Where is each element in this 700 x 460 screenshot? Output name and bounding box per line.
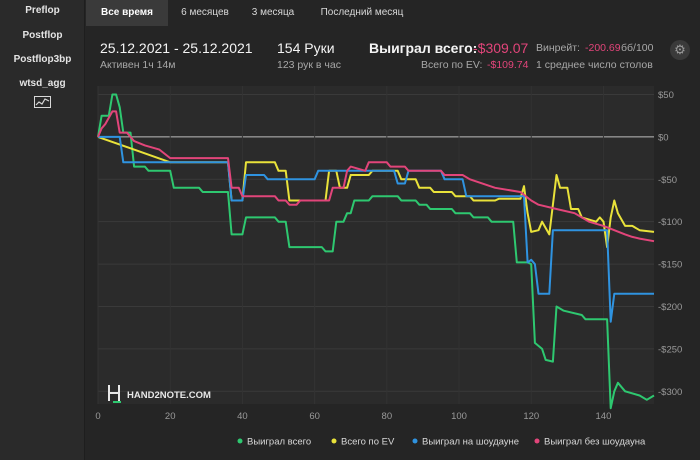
chart-legend: Выиграл всего Всего по EV Выиграл на шоуда… bbox=[237, 437, 646, 448]
won-total-value: -$309.07 bbox=[473, 40, 529, 56]
y-tick-label: -$200 bbox=[658, 302, 682, 313]
hands-count: 154 Руки bbox=[277, 40, 335, 56]
winrate-unit: бб/100 bbox=[621, 42, 654, 54]
legend-item: Всего по EV bbox=[331, 437, 395, 448]
x-tick-label: 20 bbox=[165, 411, 176, 422]
plot-area bbox=[98, 86, 654, 404]
watermark-text: HAND2NOTE.COM bbox=[127, 390, 211, 401]
y-tick-label: $50 bbox=[658, 90, 674, 101]
y-tick-label: -$50 bbox=[658, 175, 677, 186]
legend-dot bbox=[412, 438, 418, 444]
legend-dot bbox=[331, 438, 337, 444]
x-tick-label: 0 bbox=[95, 411, 100, 422]
line-chart-icon[interactable] bbox=[34, 96, 51, 108]
tab-6-months[interactable]: 6 месяцев bbox=[181, 7, 229, 18]
period-tabs: Все время 6 месяцев 3 месяца Последний м… bbox=[86, 0, 700, 26]
x-tick-label: 100 bbox=[451, 411, 467, 422]
y-tick-label: -$250 bbox=[658, 344, 682, 355]
legend-item: Выиграл на шоудауне bbox=[412, 437, 519, 448]
x-tick-label: 40 bbox=[237, 411, 248, 422]
legend-label: Выиграл без шоудауна bbox=[544, 437, 646, 448]
legend-label: Выиграл на шоудауне bbox=[422, 437, 519, 448]
legend-label: Всего по EV bbox=[341, 437, 395, 448]
sidebar-item-wtsd-agg[interactable]: wtsd_agg bbox=[19, 78, 66, 89]
x-tick-label: 80 bbox=[382, 411, 393, 422]
legend-item: Выиграл всего bbox=[237, 437, 311, 448]
profit-chart: 0 20 40 60 80 100 120 140 $50 $0 -$50 -$100 -$150 -$… bbox=[86, 86, 700, 460]
series-line-4 bbox=[97, 110, 655, 243]
profit-chart-svg: 0 20 40 60 80 100 120 140 $50 $0 -$50 -$100 -$150 -$… bbox=[86, 86, 700, 460]
y-tick-label: -$150 bbox=[658, 260, 682, 271]
series-line-2 bbox=[97, 135, 655, 249]
series-line-1 bbox=[97, 93, 655, 410]
active-time: Активен 1ч 14м bbox=[100, 59, 176, 71]
tab-all-time[interactable]: Все время bbox=[86, 0, 168, 26]
sidebar-item-postflop[interactable]: Postflop bbox=[22, 30, 63, 41]
tab-last-month[interactable]: Последний месяц bbox=[320, 7, 404, 18]
y-tick-label: -$300 bbox=[658, 387, 682, 398]
sidebar-item-preflop[interactable]: Preflop bbox=[25, 5, 60, 16]
hand2note-logo-icon bbox=[108, 385, 121, 403]
main-panel: Все время 6 месяцев 3 месяца Последний м… bbox=[86, 0, 700, 460]
avg-tables: 1 среднее число столов bbox=[536, 59, 653, 71]
winrate-value: -200.69 bbox=[585, 42, 621, 54]
x-tick-label: 120 bbox=[523, 411, 539, 422]
legend-dot bbox=[237, 438, 243, 444]
tab-3-months[interactable]: 3 месяца bbox=[251, 7, 295, 18]
x-tick-label: 140 bbox=[596, 411, 612, 422]
ev-total-value: -$109.74 bbox=[487, 59, 529, 71]
stats-summary: 25.12.2021 - 25.12.2021 Активен 1ч 14м 1… bbox=[86, 26, 700, 86]
sidebar: Preflop Postflop Postflop3bp wtsd_agg bbox=[0, 0, 85, 460]
hand2note-watermark: HAND2NOTE.COM bbox=[108, 385, 211, 403]
date-range: 25.12.2021 - 25.12.2021 bbox=[100, 40, 253, 56]
hands-per-hour: 123 рук в час bbox=[277, 59, 341, 71]
y-tick-label: $0 bbox=[658, 132, 669, 143]
legend-item: Выиграл без шоудауна bbox=[534, 437, 646, 448]
won-total-label: Выиграл всего: bbox=[369, 40, 478, 56]
legend-dot bbox=[534, 438, 540, 444]
ev-total-label: Всего по EV: bbox=[421, 59, 483, 71]
winrate-label: Винрейт: bbox=[536, 42, 580, 54]
y-tick-label: -$100 bbox=[658, 217, 682, 228]
sidebar-item-postflop3bp[interactable]: Postflop3bp bbox=[13, 54, 72, 65]
gear-icon[interactable]: ⚙ bbox=[670, 40, 690, 60]
x-tick-label: 60 bbox=[309, 411, 320, 422]
legend-label: Выиграл всего bbox=[247, 437, 311, 448]
